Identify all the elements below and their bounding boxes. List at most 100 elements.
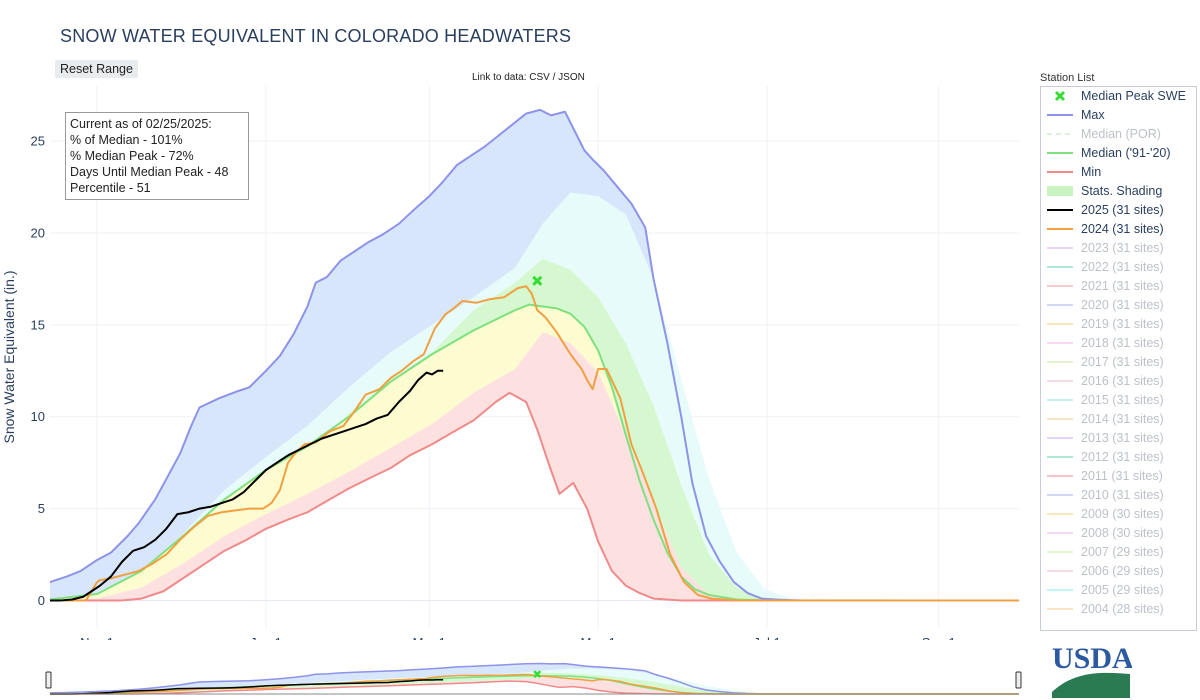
y-axis-title: Snow Water Equivalent (in.) [1, 271, 17, 444]
x-tick-label: Nov 1 [80, 635, 114, 640]
legend-item[interactable]: 2014 (31 sites) [1041, 410, 1196, 429]
legend-item[interactable]: 2012 (31 sites) [1041, 448, 1196, 467]
legend-item[interactable]: 2011 (31 sites) [1041, 467, 1196, 486]
legend-item[interactable]: 2004 (28 sites) [1041, 600, 1196, 619]
x-tick-label: Mar 1 [413, 635, 446, 640]
band-max-90 [50, 109, 1019, 601]
page-title: SNOW WATER EQUIVALENT IN COLORADO HEADWA… [60, 26, 572, 46]
legend-item[interactable]: 2009 (30 sites) [1041, 505, 1196, 524]
legend-item[interactable]: Median (POR) [1041, 125, 1196, 144]
data-link[interactable]: Link to data: CSV / JSON [472, 72, 585, 83]
legend-swatch-icon [1047, 361, 1073, 363]
band-30-min [50, 332, 1019, 601]
legend-item[interactable]: 2024 (31 sites) [1041, 220, 1196, 239]
legend-swatch-icon [1047, 399, 1073, 401]
x-tick-label: Jan 1 [250, 635, 282, 640]
legend-item[interactable]: 2018 (31 sites) [1041, 334, 1196, 353]
legend-label: 2018 (31 sites) [1081, 336, 1164, 350]
legend-item[interactable]: 2019 (31 sites) [1041, 315, 1196, 334]
station-list-link[interactable]: Station List [1040, 72, 1095, 84]
legend-item[interactable]: Median ('91-'20) [1041, 144, 1196, 163]
legend-swatch-icon [1047, 133, 1073, 135]
legend: Median Peak SWE Max Median (POR) Median ('9… [1040, 86, 1197, 631]
legend-label: 2020 (31 sites) [1081, 298, 1164, 312]
legend-swatch-icon [1047, 551, 1073, 553]
legend-swatch-icon [1047, 513, 1073, 515]
legend-item[interactable]: 2020 (31 sites) [1041, 296, 1196, 315]
legend-label: 2008 (30 sites) [1081, 526, 1164, 540]
legend-label: 2019 (31 sites) [1081, 317, 1164, 331]
legend-swatch-icon [1047, 285, 1073, 287]
legend-item[interactable]: 2021 (31 sites) [1041, 277, 1196, 296]
range-handle-right[interactable] [1015, 671, 1022, 689]
legend-swatch-icon [1047, 532, 1073, 534]
year-2025-line [50, 369, 444, 602]
legend-swatch-icon [1047, 228, 1073, 230]
legend-label: 2016 (31 sites) [1081, 374, 1164, 388]
reset-range-button[interactable]: Reset Range [55, 60, 138, 78]
legend-item[interactable]: 2017 (31 sites) [1041, 353, 1196, 372]
mini-2025-line [50, 678, 444, 695]
legend-item[interactable]: Stats. Shading [1041, 182, 1196, 201]
legend-label: 2006 (29 sites) [1081, 564, 1164, 578]
status-line: Days Until Median Peak - 48 [70, 165, 229, 179]
mini-median-line [49, 674, 1019, 695]
legend-item[interactable]: 2005 (29 sites) [1041, 581, 1196, 600]
legend-swatch-icon [1047, 209, 1073, 211]
legend-swatch-icon [1047, 380, 1073, 382]
legend-item[interactable]: Min [1041, 163, 1196, 182]
legend-item[interactable]: 2022 (31 sites) [1041, 258, 1196, 277]
mini-min-line [50, 680, 1019, 695]
legend-swatch-icon [1047, 570, 1073, 572]
legend-label: Min [1081, 165, 1102, 179]
legend-item[interactable]: 2015 (31 sites) [1041, 391, 1196, 410]
status-line: % of Median - 101% [70, 133, 183, 147]
legend-label: 2013 (31 sites) [1081, 431, 1164, 445]
x-tick-label: Jul 1 [753, 635, 780, 640]
usda-logo-text: USDA [1052, 642, 1132, 675]
legend-label: 2014 (31 sites) [1081, 412, 1164, 426]
legend-swatch-icon [1047, 323, 1073, 325]
legend-item[interactable]: 2016 (31 sites) [1041, 372, 1196, 391]
legend-swatch-icon [1047, 171, 1073, 173]
legend-swatch-icon [1047, 304, 1073, 306]
legend-label: 2010 (31 sites) [1081, 488, 1164, 502]
y-tick-label: 10 [31, 409, 45, 424]
legend-item[interactable]: 2007 (29 sites) [1041, 543, 1196, 562]
legend-item[interactable]: 2006 (29 sites) [1041, 562, 1196, 581]
legend-label: 2012 (31 sites) [1081, 450, 1164, 464]
legend-item[interactable]: 2025 (31 sites) [1041, 201, 1196, 220]
legend-swatch-icon [1047, 475, 1073, 477]
legend-label: 2004 (28 sites) [1081, 602, 1164, 616]
mini-band-upper [50, 668, 1019, 694]
legend-swatch-icon [1047, 342, 1073, 344]
band-median-30 [50, 304, 1019, 601]
legend-item[interactable]: 2013 (31 sites) [1041, 429, 1196, 448]
usda-logo-wave [1052, 672, 1130, 698]
median-9120-line [49, 303, 1019, 602]
x-tick-label: Sep 1 [922, 635, 956, 640]
status-line: Percentile - 51 [70, 181, 151, 195]
legend-swatch-icon [1047, 247, 1073, 249]
legend-label: Median (POR) [1081, 127, 1161, 141]
y-tick-label: 25 [31, 134, 45, 149]
legend-swatch-icon [1047, 494, 1073, 496]
mini-peak-marker [533, 670, 542, 678]
range-handle-left[interactable] [45, 671, 52, 689]
status-line: Current as of 02/25/2025: [70, 117, 212, 131]
legend-item[interactable]: 2023 (31 sites) [1041, 239, 1196, 258]
median-peak-marker [532, 275, 543, 286]
min-line [50, 391, 1019, 602]
legend-label: 2024 (31 sites) [1081, 222, 1164, 236]
legend-label: 2015 (31 sites) [1081, 393, 1164, 407]
year-2024-line [50, 285, 1019, 602]
legend-swatch-icon [1047, 266, 1073, 268]
legend-label: Median ('91-'20) [1081, 146, 1171, 160]
legend-item[interactable]: Median Peak SWE [1041, 87, 1196, 106]
legend-item[interactable]: Max [1041, 106, 1196, 125]
legend-swatch-icon [1047, 456, 1073, 458]
legend-item[interactable]: 2010 (31 sites) [1041, 486, 1196, 505]
mini-band-mid [50, 672, 1019, 694]
legend-label: 2022 (31 sites) [1081, 260, 1164, 274]
legend-item[interactable]: 2008 (30 sites) [1041, 524, 1196, 543]
